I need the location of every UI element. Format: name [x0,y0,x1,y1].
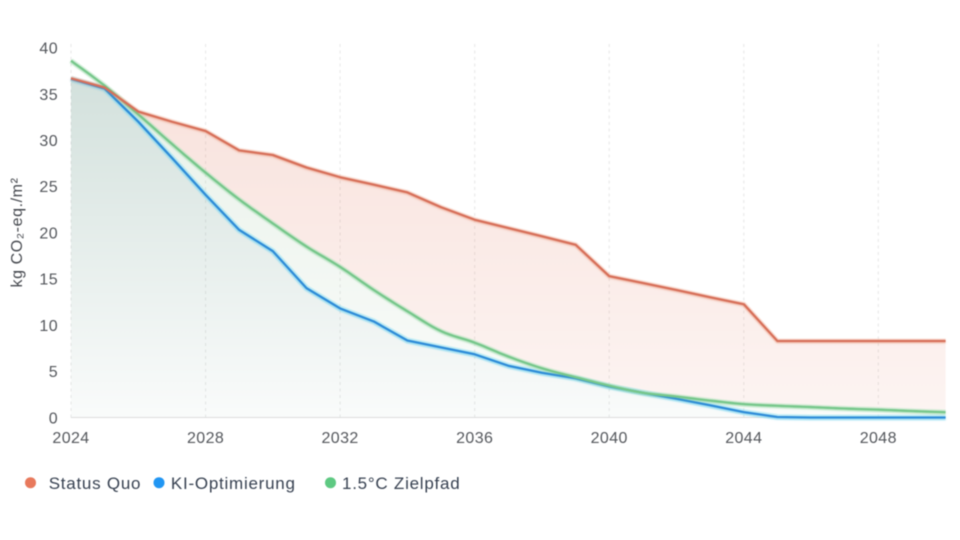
svg-text:20: 20 [39,226,58,243]
svg-text:10: 10 [39,318,58,335]
svg-text:0: 0 [49,410,58,427]
svg-text:2032: 2032 [321,430,358,447]
svg-text:30: 30 [39,133,58,150]
svg-text:1.5°C Zielpfad: 1.5°C Zielpfad [342,474,460,493]
svg-text:2028: 2028 [187,430,224,447]
svg-text:40: 40 [39,41,58,58]
svg-text:2040: 2040 [591,430,628,447]
svg-text:2044: 2044 [725,430,762,447]
svg-text:kg CO₂-eq./m²: kg CO₂-eq./m² [9,177,26,287]
svg-text:5: 5 [49,364,58,381]
svg-text:2036: 2036 [456,430,493,447]
svg-text:15: 15 [39,272,58,289]
svg-text:Status Quo: Status Quo [49,474,142,493]
svg-text:35: 35 [39,87,58,104]
svg-text:2024: 2024 [52,430,89,447]
svg-text:KI-Optimierung: KI-Optimierung [171,474,296,493]
svg-text:2048: 2048 [860,430,897,447]
svg-text:25: 25 [39,179,58,196]
